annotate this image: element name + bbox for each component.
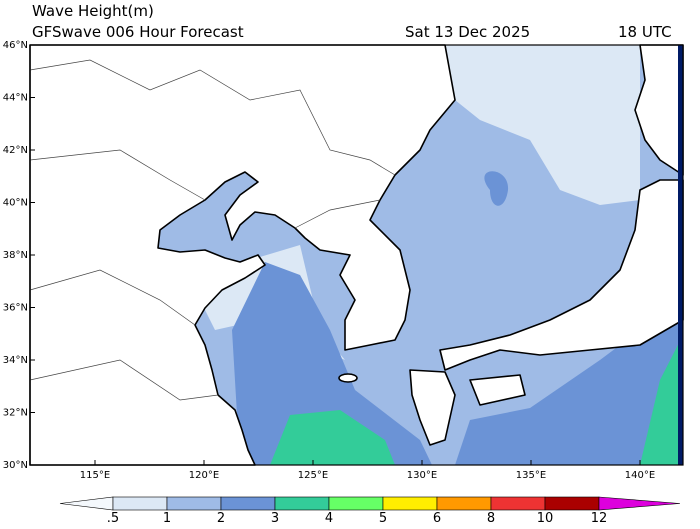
lon-label: 130°E	[407, 470, 437, 481]
jeju	[338, 373, 358, 383]
colorbar-swatch	[112, 496, 168, 511]
lon-label: 140°E	[625, 470, 655, 481]
colorbar-label: .5	[107, 511, 119, 525]
edge-strip	[678, 45, 683, 465]
title: Wave Height(m)	[32, 2, 154, 20]
lon-label: 125°E	[298, 470, 328, 481]
lat-label: 30°N	[3, 460, 28, 471]
lat-label: 36°N	[3, 303, 28, 314]
mid-wave-area	[484, 171, 509, 206]
colorbar-label: 12	[591, 511, 608, 525]
time: 18 UTC	[618, 23, 672, 41]
colorbar-arrow	[598, 496, 681, 511]
colorbar-swatch	[382, 496, 438, 511]
high-wave-area	[270, 410, 395, 465]
colorbar-label: 3	[271, 511, 279, 525]
date: Sat 13 Dec 2025	[405, 23, 530, 41]
colorbar-arrow	[59, 496, 114, 511]
colorbar-label: 4	[325, 511, 333, 525]
colorbar-swatch	[490, 496, 546, 511]
mid-wave-area	[455, 298, 683, 465]
lat-label: 44°N	[3, 93, 28, 104]
colorbar-label: 5	[379, 511, 387, 525]
lat-label: 42°N	[3, 145, 28, 156]
lat-label: 32°N	[3, 408, 28, 419]
high-wave-area	[640, 335, 683, 465]
colorbar-label: 2	[217, 511, 225, 525]
colorbar-swatch	[544, 496, 600, 511]
kyushu	[409, 369, 456, 446]
colorbar-swatch	[274, 496, 330, 511]
colorbar-label: 8	[487, 511, 495, 525]
honshu	[439, 179, 684, 371]
borders	[29, 59, 396, 401]
mid-wave-area	[232, 262, 432, 465]
lon-label: 115°E	[80, 470, 110, 481]
lon-label: 120°E	[189, 470, 219, 481]
colorbar-swatch	[220, 496, 276, 511]
colorbar-label: 6	[433, 511, 441, 525]
colorbar-label: 10	[537, 511, 554, 525]
subtitle: GFSwave 006 Hour Forecast	[32, 23, 244, 41]
map	[29, 44, 684, 466]
lat-label: 46°N	[3, 40, 28, 51]
colorbar-label: 1	[163, 511, 171, 525]
lon-label: 135°E	[516, 470, 546, 481]
shikoku	[469, 374, 526, 406]
colorbar-swatch	[436, 496, 492, 511]
colorbar-swatch	[328, 496, 384, 511]
mainland	[29, 44, 456, 466]
lat-label: 38°N	[3, 250, 28, 261]
light-wave-area	[445, 45, 640, 205]
lat-label: 40°N	[3, 198, 28, 209]
lat-label: 34°N	[3, 355, 28, 366]
colorbar-swatch	[166, 496, 222, 511]
